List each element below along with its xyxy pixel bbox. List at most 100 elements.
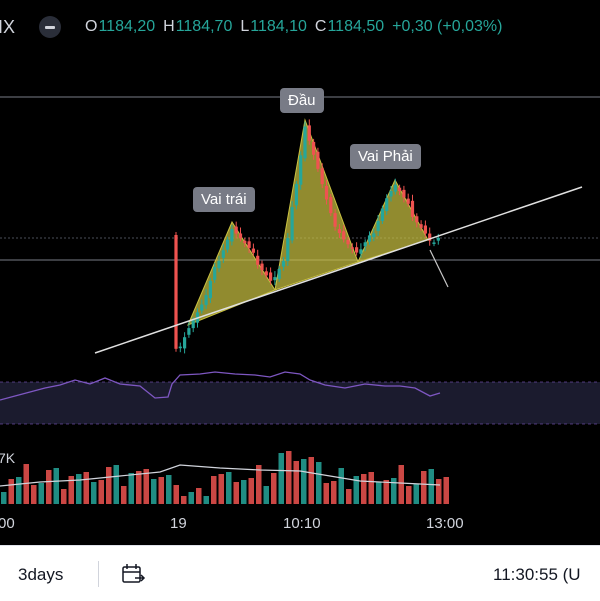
volume-bar	[256, 465, 262, 504]
time-label-3: 13:00	[426, 515, 464, 532]
candle	[372, 233, 376, 238]
volume-bar	[286, 451, 292, 504]
candle	[324, 185, 329, 200]
candle	[273, 277, 277, 281]
date-range-icon[interactable]	[121, 563, 147, 585]
volume-bar	[121, 486, 127, 504]
volume-bar	[323, 483, 329, 504]
volume-bar	[353, 476, 359, 504]
candle	[256, 255, 260, 265]
range-3days-button[interactable]: 3days	[18, 565, 64, 584]
volume-bar	[443, 477, 449, 504]
volume-bar	[346, 489, 352, 504]
change-value: +0,30 (+0,03%)	[392, 18, 503, 35]
pattern-head	[274, 118, 359, 291]
candle	[213, 266, 217, 280]
volume-bar	[338, 468, 344, 504]
candle	[174, 235, 178, 349]
volume-bar	[331, 481, 337, 504]
volume-bar	[98, 480, 104, 504]
volume-bar	[91, 482, 97, 504]
bottom-toolbar: 3days 11:30:55 (U	[0, 545, 600, 601]
volume-bar	[406, 486, 412, 504]
candle	[393, 184, 397, 192]
volume-bar	[173, 485, 179, 504]
volume-bars	[1, 451, 449, 504]
candle	[307, 125, 311, 141]
volume-bar	[301, 459, 307, 504]
candle	[432, 242, 436, 244]
volume-bar	[211, 476, 217, 504]
candle	[428, 233, 432, 241]
candle	[230, 229, 234, 242]
candle	[312, 141, 316, 155]
candle	[376, 220, 380, 231]
candle	[269, 272, 273, 281]
right-shoulder-label[interactable]: Vai Phải	[350, 144, 421, 169]
candle	[286, 238, 290, 261]
volume-bar	[413, 484, 419, 504]
chart-area[interactable]: IX O 1184,20 H 1184,70 L 1184,10 C 1184,50 +…	[0, 0, 600, 545]
candle	[299, 155, 303, 185]
high-label: H	[163, 18, 175, 35]
volume-bar	[136, 471, 142, 504]
volume-bar	[31, 485, 37, 504]
candle	[234, 226, 238, 234]
candle	[380, 208, 384, 221]
volume-bar	[293, 461, 299, 504]
candle	[316, 151, 320, 169]
candle	[294, 184, 298, 206]
neckline-trendline	[94, 186, 583, 354]
candle	[367, 235, 372, 242]
volume-bar	[248, 478, 254, 504]
candle	[423, 225, 427, 234]
volume-bar	[196, 488, 202, 504]
head-label[interactable]: Đầu	[280, 88, 324, 113]
price-chart[interactable]	[0, 0, 600, 545]
candle	[385, 198, 389, 211]
rsi-line	[0, 371, 441, 401]
candle	[264, 271, 268, 276]
volume-bar	[61, 489, 67, 504]
volume-bar	[203, 496, 209, 504]
candle	[226, 239, 230, 250]
volume-bar	[271, 473, 277, 504]
open-label: O	[85, 18, 98, 35]
candle	[355, 247, 359, 253]
candle	[342, 231, 346, 240]
volume-bar	[1, 492, 7, 504]
candle	[183, 337, 187, 349]
volume-bar	[23, 464, 29, 504]
volume-bar	[38, 483, 44, 504]
volume-bar	[316, 462, 322, 504]
symbol-name[interactable]: IX	[0, 16, 16, 37]
candle	[277, 269, 281, 279]
candle	[221, 250, 225, 258]
left-shoulder-label[interactable]: Vai trái	[193, 187, 255, 212]
candle	[187, 328, 191, 335]
candle	[260, 263, 264, 271]
breakdown-line	[429, 249, 449, 288]
candle	[363, 242, 367, 247]
volume-bar	[143, 469, 149, 504]
candle	[238, 233, 243, 239]
volume-bar	[218, 474, 224, 504]
candle	[359, 249, 363, 254]
volume-bar	[383, 480, 389, 504]
hide-indicator-icon[interactable]	[39, 16, 62, 38]
candle	[290, 207, 294, 241]
candle	[350, 247, 354, 249]
candle	[281, 260, 286, 267]
candle	[419, 224, 423, 228]
volume-ma-line	[0, 464, 441, 487]
volume-bar	[361, 474, 367, 504]
time-label-2: 10:10	[283, 515, 321, 532]
volume-bar	[428, 469, 434, 504]
volume-bar	[166, 475, 172, 504]
close-label: C	[314, 18, 327, 35]
volume-bar	[436, 479, 442, 504]
volume-bar	[8, 479, 14, 504]
low-value: 1184,10	[250, 18, 307, 35]
candle	[243, 240, 247, 244]
volume-bar	[398, 465, 404, 504]
